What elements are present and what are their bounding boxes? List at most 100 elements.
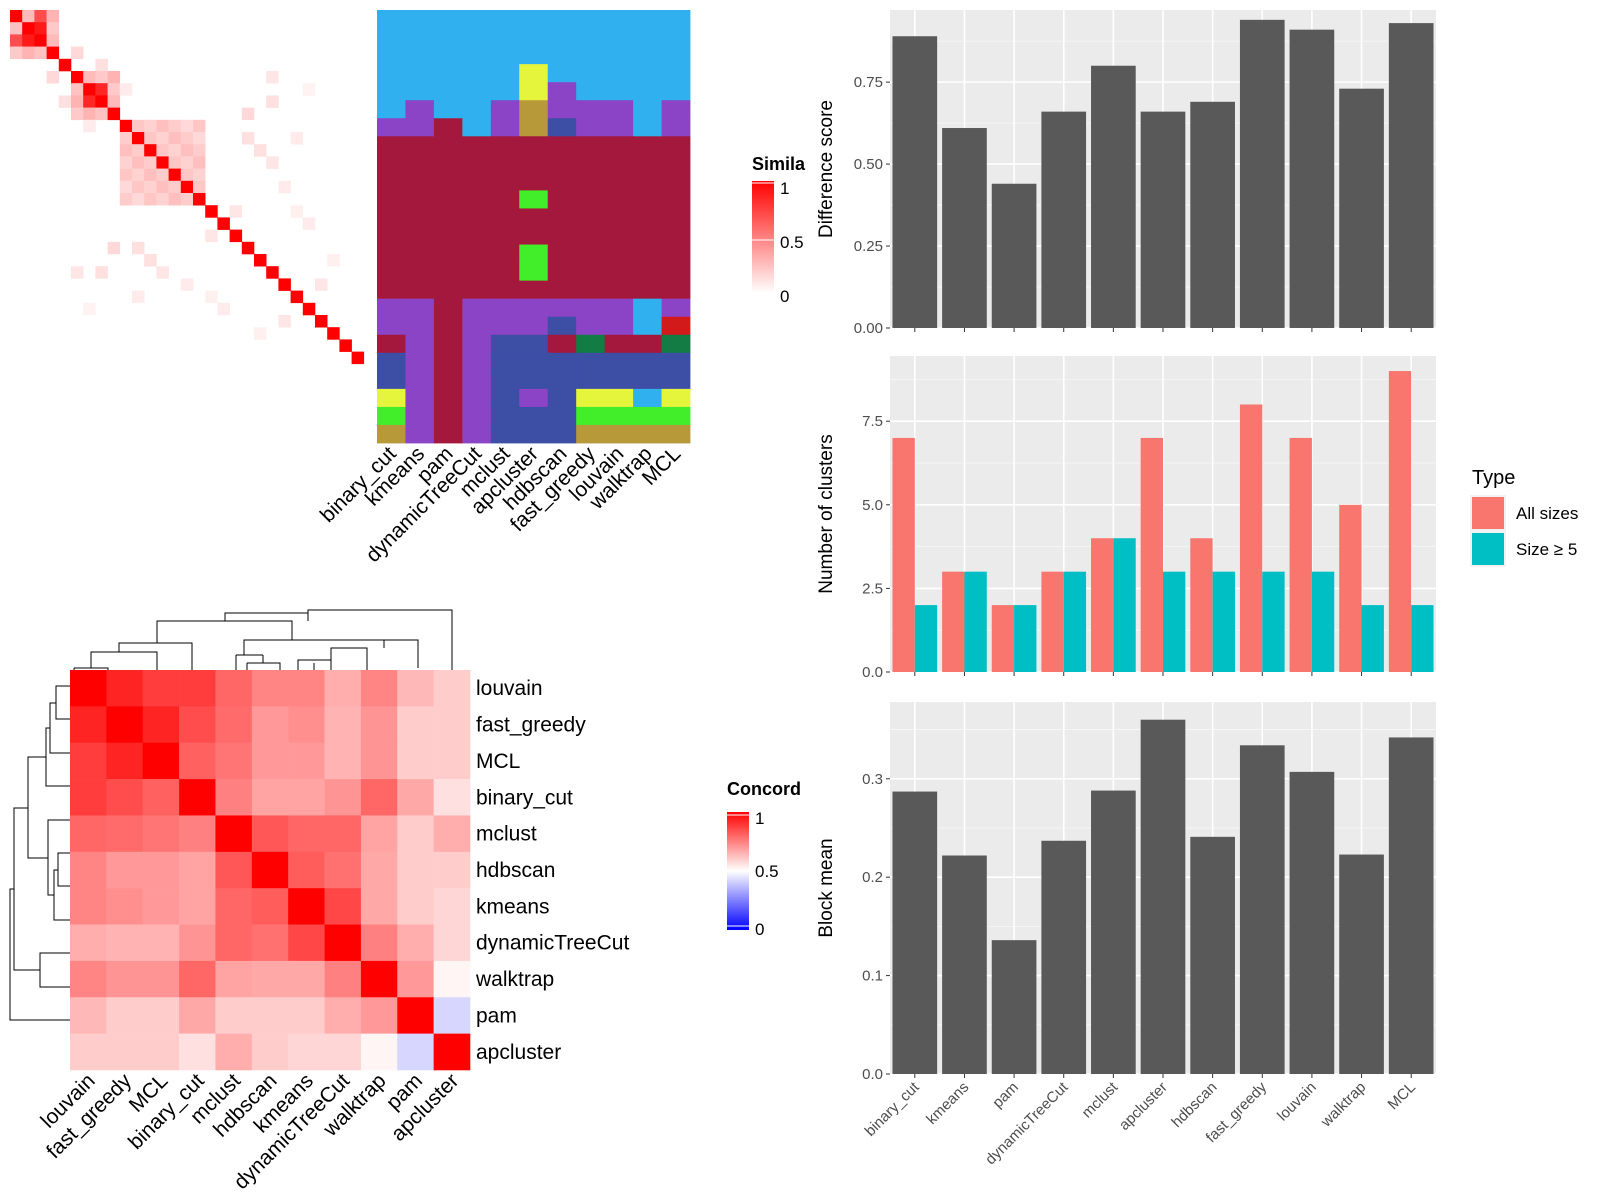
assignment-cell	[547, 406, 577, 426]
similarity-cell	[107, 95, 121, 108]
concordance-cell	[179, 997, 216, 1034]
similarity-cell	[71, 107, 84, 121]
assignment-cell	[576, 334, 606, 354]
similarity-cell	[34, 10, 47, 23]
assignment-cell	[377, 172, 406, 191]
assignment-cell	[519, 280, 549, 300]
similarity-cell	[241, 132, 255, 145]
assignment-cell	[604, 208, 634, 227]
bar	[1411, 605, 1434, 672]
concordance-cell	[288, 924, 325, 962]
bar	[1041, 111, 1087, 328]
bar	[1140, 719, 1186, 1074]
similarity-cell	[46, 46, 60, 60]
similarity-cell	[119, 144, 133, 157]
bar	[1190, 101, 1235, 328]
concordance-cell	[288, 960, 325, 998]
concordance-cell	[397, 779, 434, 816]
assignment-cell	[405, 298, 435, 318]
similarity-cell	[22, 34, 35, 47]
similarity-cell	[144, 156, 157, 169]
similarity-cell	[205, 229, 218, 243]
assignment-cell	[377, 244, 406, 263]
legend-key-size-ge-5	[1472, 533, 1504, 565]
assignment-cell	[490, 118, 520, 137]
concordance-legend-tick: 0	[755, 920, 764, 939]
similarity-cell	[168, 132, 182, 145]
assignment-cell	[661, 406, 691, 426]
concordance-cell	[215, 960, 253, 998]
assignment-cell	[604, 298, 634, 318]
similarity-legend-title: Simila	[752, 154, 806, 174]
assignment-cell	[405, 334, 435, 354]
assignment-cell	[519, 316, 549, 336]
similarity-cell	[71, 71, 84, 84]
assignment-cell	[576, 82, 606, 101]
assignment-cell	[661, 64, 691, 83]
concordance-cell	[433, 742, 471, 780]
assignment-cell	[377, 64, 406, 83]
concordance-cell	[288, 670, 325, 707]
concordance-cell	[324, 888, 362, 925]
assignment-cell	[405, 262, 435, 282]
bar	[1239, 404, 1263, 672]
bar	[1239, 745, 1285, 1074]
assignment-cell	[490, 280, 520, 300]
assignment-cell	[377, 208, 406, 227]
concordance-row-label: louvain	[476, 677, 543, 700]
assignment-cell	[576, 262, 606, 282]
similarity-cell	[339, 339, 352, 352]
concordance-cell	[360, 670, 398, 707]
assignment-cell	[490, 352, 520, 372]
assignment-cell	[547, 424, 577, 444]
assignment-cell	[604, 388, 634, 408]
assignment-cell	[433, 28, 463, 47]
concordance-cell	[70, 742, 107, 780]
assignment-cell	[405, 244, 435, 263]
similarity-cell	[132, 241, 145, 255]
concordance-cell	[106, 706, 144, 744]
concordance-cell	[215, 997, 253, 1034]
assignment-cell	[462, 190, 492, 209]
assignment-cell	[576, 316, 606, 336]
similarity-cell	[290, 205, 304, 218]
similarity-cell	[254, 254, 267, 267]
similarity-cell	[254, 144, 267, 157]
assignment-cell	[462, 316, 492, 336]
concordance-cell	[360, 706, 398, 744]
assignment-cell	[519, 208, 549, 227]
assignment-cell	[377, 370, 406, 390]
concordance-legend-tick: 0.5	[755, 862, 779, 881]
number-of-clusters-bar-chart: 0.0 2.5 5.0 7.5 Number of clusters	[816, 356, 1436, 681]
assignment-cell	[433, 244, 463, 263]
assignment-cell	[405, 28, 435, 47]
similarity-cell	[132, 193, 145, 206]
assignment-cell	[661, 280, 691, 300]
concordance-cell	[215, 779, 253, 816]
similarity-cell	[119, 119, 133, 133]
similarity-cell	[156, 119, 169, 133]
similarity-cell	[119, 193, 133, 206]
similarity-cell	[315, 278, 328, 291]
concordance-cell	[324, 670, 362, 707]
assignment-cell	[661, 82, 691, 101]
assignment-cell	[576, 370, 606, 390]
assignment-cell	[405, 10, 435, 29]
similarity-cell	[132, 180, 145, 194]
concordance-cell	[179, 960, 216, 998]
assignment-cell	[519, 298, 549, 318]
assignment-cell	[661, 28, 691, 47]
concordance-cell	[288, 1033, 325, 1071]
similarity-cell	[180, 193, 194, 206]
concordance-legend: Concord 1 0.5 0	[727, 779, 801, 939]
assignment-cell	[405, 226, 435, 245]
assignment-cell	[490, 262, 520, 282]
y-tick-label: 0.2	[862, 869, 883, 886]
similarity-cell	[266, 95, 279, 108]
assignment-cell	[462, 172, 492, 191]
concordance-cell	[288, 888, 325, 925]
concordance-row-label: pam	[476, 1005, 517, 1028]
concordance-cell	[360, 960, 398, 998]
concordance-cell	[70, 706, 107, 744]
bar	[892, 791, 938, 1074]
